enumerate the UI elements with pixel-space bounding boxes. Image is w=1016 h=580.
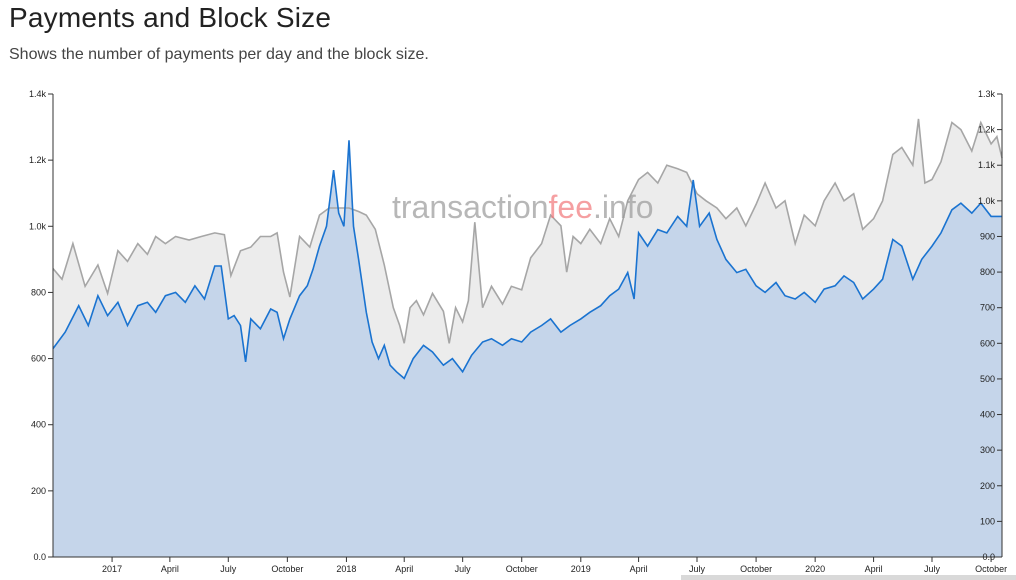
y-left-tick: 800 [31,287,53,297]
x-tick: April [395,557,413,574]
x-tick: 2017 [102,557,122,574]
x-tick-label: April [395,564,413,574]
watermark-part-3: .info [593,189,653,225]
x-tick-label: October [506,564,538,574]
x-tick-label: 2017 [102,564,122,574]
x-tick-label: 2018 [336,564,356,574]
y-right-tick: 1.0k [978,196,1002,206]
x-tick-label: July [220,564,237,574]
y-left-tick-label: 1.2k [29,155,47,165]
x-tick-label: October [271,564,303,574]
x-tick-label: 2019 [571,564,591,574]
block-size-line [52,118,1003,344]
y-right-tick: 700 [980,303,1002,313]
y-left-tick-label: 400 [31,420,46,430]
x-tick-label: 2020 [805,564,825,574]
y-right-tick-label: 0.0 [982,552,995,562]
x-tick: July [924,557,941,574]
x-tick: April [161,557,179,574]
watermark-part-1: transaction [392,189,549,225]
y-right-tick: 200 [980,481,1002,491]
x-tick-label: October [975,564,1007,574]
x-tick-label: April [161,564,179,574]
y-right-tick-label: 800 [980,267,995,277]
y-right-tick: 800 [980,267,1002,277]
watermark-part-2: fee [549,189,593,225]
y-left-tick: 600 [31,354,53,364]
chart-axes: 0.0 200 400 600 800 1.0k 1.2k 1.4k 0.0 100 200 300 4… [29,89,1007,574]
y-left-tick-label: 800 [31,287,46,297]
y-left-tick: 400 [31,420,53,430]
y-left-tick-label: 600 [31,354,46,364]
x-tick-label: July [689,564,706,574]
x-tick-label: April [630,564,648,574]
x-tick: October [506,557,538,574]
page-title: Payments and Block Size [9,2,332,33]
y-right-tick: 100 [980,516,1002,526]
x-tick: 2020 [805,557,825,574]
y-right-tick-label: 1.1k [978,160,996,170]
y-left-tick: 200 [31,486,53,496]
x-tick: July [689,557,706,574]
y-left-tick: 1.2k [29,155,53,165]
y-left-tick: 1.4k [29,89,53,99]
y-right-tick-label: 100 [980,516,995,526]
y-right-tick: 600 [980,338,1002,348]
y-right-tick: 1.3k [978,89,1002,99]
x-tick-label: July [455,564,472,574]
y-left-tick: 1.0k [29,221,53,231]
y-right-tick-label: 1.0k [978,196,996,206]
x-tick: July [220,557,237,574]
y-right-tick: 0.0 [982,552,1002,562]
y-left-tick-label: 0.0 [33,552,46,562]
horizontal-scrollbar[interactable] [681,575,1016,580]
x-tick-label: October [740,564,772,574]
x-tick: April [865,557,883,574]
y-left-tick-label: 200 [31,486,46,496]
payments-area [53,140,1002,558]
y-right-tick: 500 [980,374,1002,384]
y-right-tick: 300 [980,445,1002,455]
y-left-tick-label: 1.0k [29,221,47,231]
y-right-tick-label: 200 [980,481,995,491]
y-right-tick-label: 600 [980,338,995,348]
y-right-tick-label: 1.3k [978,89,996,99]
x-tick: 2018 [336,557,356,574]
y-right-tick-label: 400 [980,410,995,420]
x-tick: July [455,557,472,574]
x-tick-label: July [924,564,941,574]
watermark: transactionfee.info [392,189,654,225]
x-tick: October [740,557,772,574]
page-subtitle: Shows the number of payments per day and… [9,46,429,63]
y-right-tick: 400 [980,410,1002,420]
y-right-tick-label: 900 [980,231,995,241]
y-left-tick: 0.0 [33,552,53,562]
x-tick: October [975,557,1007,574]
y-right-tick-label: 700 [980,303,995,313]
x-tick: October [271,557,303,574]
payments-line [52,140,1002,380]
y-right-tick: 1.1k [978,160,1002,170]
x-tick-label: April [865,564,883,574]
y-right-tick-label: 500 [980,374,995,384]
y-right-tick-label: 1.2k [978,125,996,135]
x-tick: April [630,557,648,574]
y-right-tick: 1.2k [978,125,1002,135]
y-left-tick-label: 1.4k [29,89,47,99]
x-tick: 2019 [571,557,591,574]
y-right-tick-label: 300 [980,445,995,455]
y-right-tick: 900 [980,231,1002,241]
